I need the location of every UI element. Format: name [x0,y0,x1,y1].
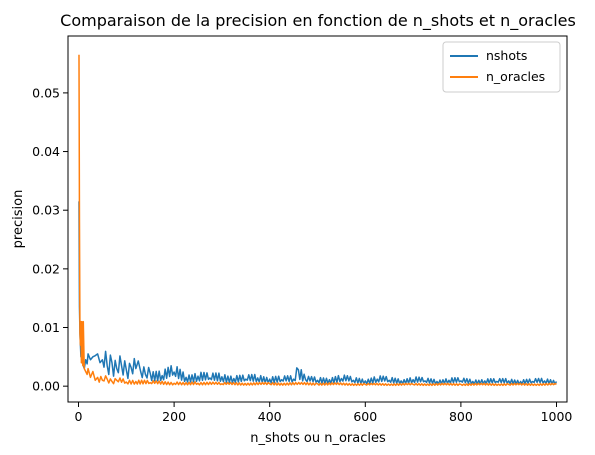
y-tick-label: 0.02 [32,261,60,276]
x-tick-label: 200 [162,409,186,424]
x-tick-label: 800 [449,409,473,424]
x-tick-label: 0 [75,409,83,424]
x-axis-label: n_shots ou n_oracles [250,431,386,446]
y-tick-label: 0.04 [32,144,60,159]
y-tick-label: 0.01 [32,320,60,335]
plot-area [68,36,567,402]
x-tick-label: 400 [258,409,282,424]
x-tick-label: 600 [353,409,377,424]
y-tick-label: 0.03 [32,203,60,218]
legend-label-nshots: nshots [486,48,527,63]
series-line-n-oracles [78,54,557,387]
series-layer [78,54,558,387]
x-tick-label: 1000 [541,409,573,424]
y-tick-label: 0.00 [32,379,60,394]
y-tick-label: 0.05 [32,85,60,100]
plot-border [67,35,568,403]
legend-label-n-oracles: n_oracles [486,69,545,84]
chart-title: Comparaison de la precision en fonction … [60,11,576,31]
x-axis: 0 200 400 600 800 1000 [75,402,573,424]
legend-box [442,41,561,93]
y-axis: 0.00 0.01 0.02 0.03 0.04 0.05 [32,85,68,394]
legend: nshots n_oracles [442,41,561,93]
y-axis-label: precision [11,190,26,249]
